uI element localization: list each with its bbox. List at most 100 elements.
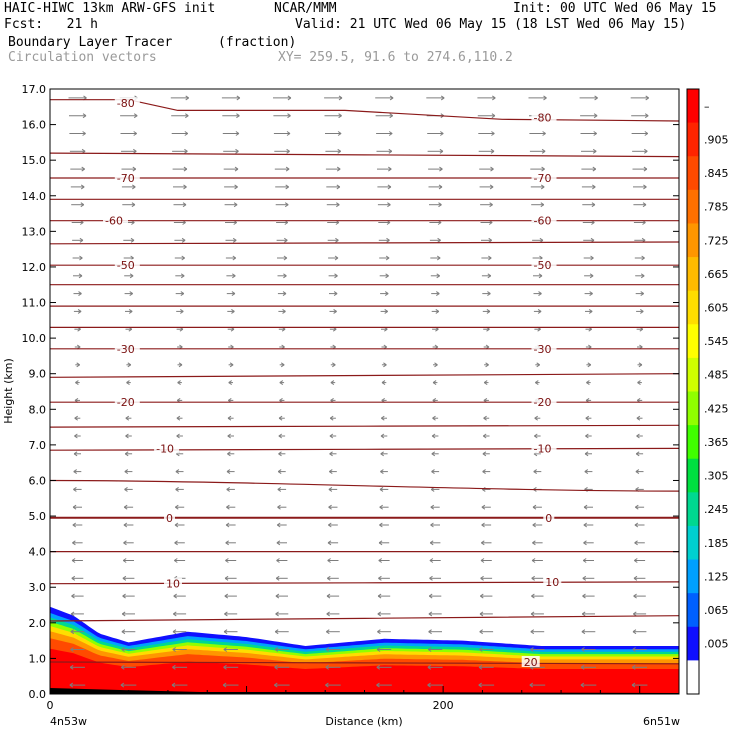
wind-vector <box>480 202 493 208</box>
isotherm <box>50 99 679 122</box>
wind-vector <box>72 255 83 261</box>
wind-vector <box>326 629 340 635</box>
y-tick-label: 8.0 <box>29 403 47 416</box>
wind-vector <box>535 380 540 386</box>
wind-vector <box>634 558 646 563</box>
wind-vector <box>482 308 491 314</box>
wind-vector <box>635 504 645 510</box>
wind-vector <box>123 237 135 243</box>
wind-vector <box>428 629 442 635</box>
contour-label: -70 <box>534 172 552 185</box>
wind-vector <box>582 575 595 581</box>
temperature-contours: -80 -80 -70 -70 -60 -60 -50 -50 -30 -30 -20 -20 -10 -… <box>50 97 679 669</box>
x-axis-label: Distance (km) <box>325 715 402 728</box>
wind-vector <box>325 682 341 688</box>
wind-vector <box>278 415 285 421</box>
org-label: NCAR/MMM <box>274 1 337 16</box>
wind-vector <box>225 237 237 243</box>
wind-vector <box>429 558 441 563</box>
contour-label: 10 <box>545 576 559 589</box>
wind-vector <box>530 629 545 635</box>
wind-vector <box>428 593 442 599</box>
contour-label: -60 <box>105 215 123 228</box>
isotherm <box>50 581 679 585</box>
wind-vector <box>631 113 649 119</box>
contour-label: -50 <box>534 259 552 272</box>
wind-vector <box>631 131 649 136</box>
wind-vector <box>581 184 596 190</box>
wind-vector <box>478 682 495 688</box>
wind-vector <box>121 664 136 670</box>
isotherm <box>50 424 679 428</box>
wind-vector <box>224 593 237 599</box>
wind-vector <box>227 415 234 421</box>
wind-vector <box>585 433 592 439</box>
wind-vector <box>376 131 393 136</box>
wind-vector <box>224 611 238 617</box>
colorbar-swatch <box>687 324 699 359</box>
wind-vector <box>530 166 545 172</box>
y-tick-label: 1.0 <box>29 652 47 665</box>
wind-vector <box>71 593 84 599</box>
wind-vector <box>533 291 542 297</box>
wind-vector <box>581 647 596 652</box>
wind-vector <box>224 184 238 190</box>
wind-vector <box>70 647 85 652</box>
wind-vector <box>381 380 387 386</box>
wind-vector <box>125 415 132 421</box>
wind-vector <box>276 540 287 546</box>
wind-vector <box>274 682 290 688</box>
wind-vector <box>74 433 81 439</box>
wind-vector <box>582 558 594 563</box>
colorbar-label: .125 <box>704 570 729 583</box>
contour-label: 10 <box>166 578 180 591</box>
wind-vector <box>275 184 289 190</box>
wind-vector <box>481 255 492 261</box>
axes: 0.0 1.0 2.0 3.0 4.0 5.0 6.0 7.0 8.0 9.0 10.0 11.0 12… <box>22 83 680 712</box>
colorbar-frame <box>686 88 700 695</box>
y-axis-label: Height (km) <box>2 358 15 424</box>
wind-vector <box>75 362 80 368</box>
wind-vector <box>177 362 183 368</box>
cross-section-endpoints: XY= 259.5, 91.6 to 274.6,110.2 <box>278 50 513 65</box>
wind-vector <box>633 593 646 599</box>
wind-vector <box>279 362 285 368</box>
wind-vector <box>480 558 492 563</box>
wind-vector <box>173 593 186 599</box>
wind-vector <box>586 362 592 368</box>
wind-vector <box>377 184 392 190</box>
isotherm <box>50 152 679 158</box>
wind-vector <box>481 237 492 243</box>
wind-vector <box>482 469 491 475</box>
wind-vector <box>121 166 137 172</box>
wind-vector <box>72 522 83 528</box>
wind-vector <box>379 504 389 510</box>
wind-vector <box>581 166 597 172</box>
wind-vector <box>328 273 338 279</box>
wind-vector <box>223 647 238 652</box>
wind-vector <box>224 575 237 581</box>
wind-vector <box>225 540 236 546</box>
field-units: (fraction) <box>218 35 297 50</box>
wind-vector <box>126 362 132 368</box>
y-tick-label: 14.0 <box>22 190 47 203</box>
wind-vector <box>75 380 80 386</box>
wind-vector <box>227 433 234 439</box>
wind-vector <box>579 95 598 101</box>
wind-vector <box>177 380 182 386</box>
wind-vector <box>429 575 441 581</box>
wind-vector <box>325 148 341 154</box>
colorbar-label: .365 <box>704 436 729 449</box>
wind-vector <box>426 95 445 101</box>
wind-vector <box>325 166 341 172</box>
wind-vector <box>430 522 440 528</box>
wind-vector <box>431 433 439 439</box>
contour-label: -20 <box>534 396 552 409</box>
forecast-hour: Fcst: 21 h <box>4 17 98 32</box>
colorbar-swatch <box>687 559 699 594</box>
colorbar-swatch <box>687 257 699 292</box>
plot-frame <box>49 88 680 695</box>
wind-vector <box>73 273 83 279</box>
wind-vector <box>528 95 547 101</box>
wind-vector <box>531 202 545 208</box>
